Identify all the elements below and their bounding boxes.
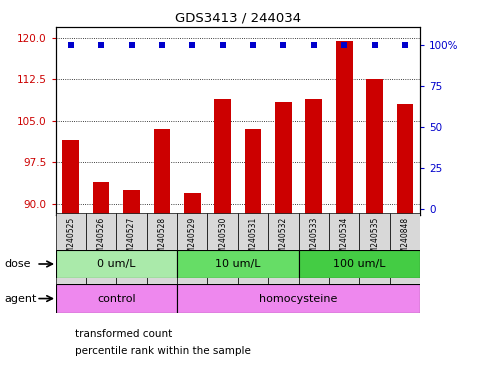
Text: GSM240526: GSM240526 [97, 217, 106, 263]
Bar [214, 99, 231, 384]
Text: GSM240534: GSM240534 [340, 217, 349, 263]
Point [280, 42, 287, 48]
Bar [359, 213, 390, 284]
Bar [238, 213, 268, 284]
Bar [208, 213, 238, 284]
Bar [397, 104, 413, 384]
Point [310, 42, 318, 48]
Title: GDS3413 / 244034: GDS3413 / 244034 [175, 11, 301, 24]
Bar [56, 250, 177, 278]
Bar [177, 250, 298, 278]
Text: agent: agent [5, 293, 37, 304]
Text: 0 um/L: 0 um/L [97, 259, 136, 269]
Text: GSM240531: GSM240531 [249, 217, 257, 263]
Bar [56, 213, 86, 284]
Bar [184, 193, 200, 384]
Text: homocysteine: homocysteine [259, 293, 338, 304]
Bar [62, 140, 79, 384]
Point [249, 42, 257, 48]
Bar [298, 213, 329, 284]
Point [401, 42, 409, 48]
Bar [177, 284, 420, 313]
Point [341, 42, 348, 48]
Text: GSM240532: GSM240532 [279, 217, 288, 263]
Text: GSM240528: GSM240528 [157, 217, 167, 263]
Bar [56, 284, 177, 313]
Bar [366, 79, 383, 384]
Text: control: control [97, 293, 136, 304]
Text: GSM240535: GSM240535 [370, 217, 379, 263]
Text: dose: dose [5, 259, 31, 269]
Bar [93, 182, 110, 384]
Bar [336, 41, 353, 384]
Bar [390, 213, 420, 284]
Text: transformed count: transformed count [75, 329, 172, 339]
Bar [275, 102, 292, 384]
Text: GSM240527: GSM240527 [127, 217, 136, 263]
Bar [147, 213, 177, 284]
Text: GSM240848: GSM240848 [400, 217, 410, 263]
Point [219, 42, 227, 48]
Bar [245, 129, 261, 384]
Bar [298, 250, 420, 278]
Point [158, 42, 166, 48]
Bar [86, 213, 116, 284]
Point [128, 42, 135, 48]
Bar [177, 213, 208, 284]
Text: 100 um/L: 100 um/L [333, 259, 386, 269]
Bar [305, 99, 322, 384]
Point [188, 42, 196, 48]
Text: GSM240533: GSM240533 [309, 217, 318, 263]
Point [97, 42, 105, 48]
Text: GSM240525: GSM240525 [66, 217, 75, 263]
Bar [116, 213, 147, 284]
Text: GSM240530: GSM240530 [218, 217, 227, 263]
Bar [123, 190, 140, 384]
Text: GSM240529: GSM240529 [188, 217, 197, 263]
Bar [329, 213, 359, 284]
Text: 10 um/L: 10 um/L [215, 259, 261, 269]
Bar [154, 129, 170, 384]
Bar [268, 213, 298, 284]
Point [371, 42, 379, 48]
Point [67, 42, 74, 48]
Text: percentile rank within the sample: percentile rank within the sample [75, 346, 251, 356]
